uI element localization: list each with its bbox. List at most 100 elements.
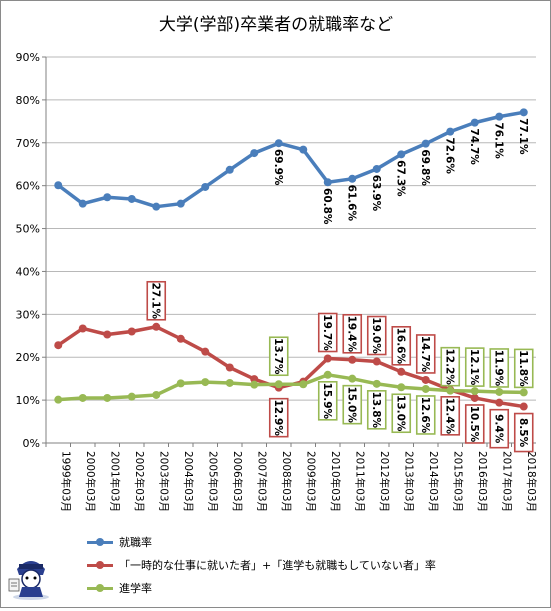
- data-point: [225, 378, 234, 387]
- data-label-box: [146, 280, 167, 321]
- data-point: [421, 384, 430, 393]
- x-axis-ticks: 1999年03月 2000年03月 2001年03月 2002年03月 2003年03月…: [59, 451, 538, 512]
- data-point: [421, 139, 430, 148]
- data-label: 67.3%: [394, 160, 406, 197]
- y-tick-label: 20%: [16, 351, 40, 364]
- legend-label: 進学率: [119, 582, 152, 595]
- data-label-box: [366, 390, 387, 430]
- x-tick-label: 2010年03月: [329, 451, 342, 512]
- data-label: 12.4%: [443, 398, 455, 435]
- mascot-logo: [8, 561, 49, 600]
- data-label-box: [366, 315, 387, 356]
- data-label-box: [464, 347, 485, 387]
- data-point: [78, 393, 87, 402]
- data-label: 16.6%: [394, 328, 406, 365]
- data-label-box: [317, 312, 338, 353]
- legend-swatch: [87, 583, 113, 592]
- data-label: 77.1%: [517, 118, 529, 155]
- data-label: 11.9%: [492, 350, 504, 387]
- y-tick-label: 50%: [16, 223, 40, 236]
- data-label-box: [489, 408, 510, 449]
- data-label: 69.8%: [419, 149, 431, 186]
- y-axis-ticks: 0% 10% 20% 30% 40% 50% 60% 70% 80% 90%: [16, 51, 40, 450]
- data-point: [470, 118, 479, 127]
- x-tick-label: 2009年03月: [304, 451, 317, 512]
- y-tick-label: 0%: [23, 437, 40, 450]
- data-point: [250, 375, 259, 384]
- chart-title: 大学(学部)卒業者の就職率など: [159, 15, 393, 35]
- legend-label: 「一時的な仕事に就いた者」+「進学も就職もしていない者」率: [119, 559, 436, 572]
- data-point: [127, 194, 136, 203]
- data-label-box: [513, 412, 534, 453]
- data-point: [78, 199, 87, 208]
- data-point: [495, 398, 504, 407]
- legend-swatch: [87, 560, 113, 569]
- data-point: [372, 164, 381, 173]
- data-point: [323, 178, 332, 187]
- data-point: [201, 347, 210, 356]
- data-label: 10.5%: [468, 406, 480, 443]
- legend-label: 就職率: [119, 536, 152, 549]
- data-point: [176, 199, 185, 208]
- y-tick-label: 70%: [16, 137, 40, 150]
- data-label-box: [268, 397, 289, 438]
- y-tick-label: 30%: [16, 308, 40, 321]
- x-tick-label: 2018年03月: [525, 451, 538, 512]
- data-point: [372, 379, 381, 388]
- x-tick-label: 2001年03月: [108, 451, 121, 512]
- x-tick-label: 2014年03月: [427, 451, 440, 512]
- legend-item-temporary-rate: 「一時的な仕事に就いた者」+「進学も就職もしていない者」率: [87, 557, 436, 573]
- data-point: [323, 354, 332, 363]
- data-point: [54, 181, 63, 190]
- data-point: [176, 334, 185, 343]
- data-label: 61.6%: [345, 185, 357, 222]
- data-point: [323, 370, 332, 379]
- data-point: [470, 393, 479, 402]
- series-line: [58, 373, 524, 402]
- data-point: [299, 380, 308, 389]
- data-label: 13.0%: [394, 395, 406, 432]
- data-point: [54, 341, 63, 350]
- data-label-box: [268, 336, 289, 377]
- data-label-box: [342, 313, 363, 354]
- data-point: [519, 402, 528, 411]
- data-label-box: [440, 396, 461, 436]
- data-point: [78, 324, 87, 333]
- data-point: [421, 375, 430, 384]
- data-label-box: [391, 326, 412, 366]
- y-tick-label: 60%: [16, 180, 40, 193]
- legend-item-employment: 就職率: [87, 534, 152, 550]
- data-label: 15.0%: [345, 386, 357, 423]
- data-point: [372, 357, 381, 366]
- data-label: 12.2%: [443, 348, 455, 385]
- data-point: [127, 392, 136, 401]
- x-tick-label: 2006年03月: [231, 451, 244, 512]
- data-label-box: [391, 393, 412, 434]
- x-tick-label: 2000年03月: [84, 451, 97, 512]
- data-point: [470, 387, 479, 396]
- data-point: [176, 379, 185, 388]
- y-tick-label: 80%: [16, 94, 40, 107]
- data-label-box: [317, 381, 338, 421]
- data-point: [250, 149, 259, 158]
- data-label: 76.1%: [492, 122, 504, 159]
- data-label: 72.6%: [443, 137, 455, 174]
- data-point: [495, 387, 504, 396]
- x-tick-label: 2017年03月: [500, 451, 513, 512]
- data-point: [274, 380, 283, 389]
- data-point: [225, 165, 234, 174]
- data-label: 11.8%: [517, 350, 529, 387]
- data-point: [225, 363, 234, 372]
- data-label: 63.9%: [370, 175, 382, 212]
- data-point: [152, 322, 161, 331]
- data-point: [397, 367, 406, 376]
- data-point: [54, 395, 63, 404]
- y-tick-label: 90%: [16, 51, 40, 64]
- data-label: 15.9%: [321, 383, 333, 420]
- data-label-box: [440, 346, 461, 387]
- data-point: [495, 112, 504, 121]
- series-lines: [54, 108, 528, 411]
- data-label-box: [464, 404, 485, 444]
- data-label-box: [415, 334, 436, 374]
